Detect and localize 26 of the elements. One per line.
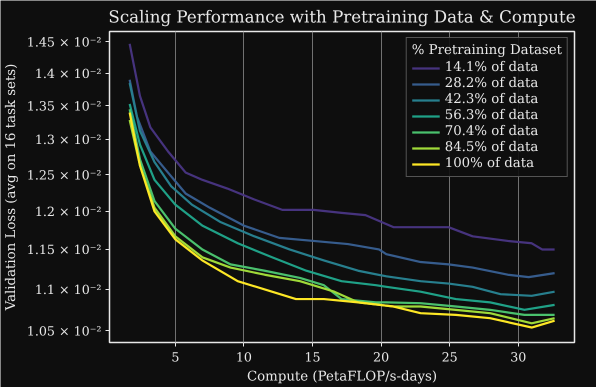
legend-title: % Pretraining Dataset xyxy=(412,43,562,58)
x-tick-label: 10 xyxy=(236,350,252,364)
x-tick-label: 5 xyxy=(171,350,180,364)
y-tick-label: 1.25 × 10⁻² xyxy=(26,167,102,182)
legend-label: 28.2% of data xyxy=(444,76,538,91)
y-tick-label: 1.35 × 10⁻² xyxy=(26,98,102,114)
x-tick-label: 20 xyxy=(373,350,390,364)
legend-label: 84.5% of data xyxy=(444,140,538,155)
chart-title: Scaling Performance with Pretraining Data & Compute xyxy=(108,8,576,26)
y-axis-title: Validation Loss (avg on 16 task sets) xyxy=(4,64,19,312)
y-tick-label: 1.1 × 10⁻² xyxy=(34,282,102,297)
y-tick-label: 1.15 × 10⁻² xyxy=(26,242,102,257)
y-tick-label: 1.4 × 10⁻² xyxy=(34,66,102,81)
legend-label: 100% of data xyxy=(444,156,534,171)
legend-label: 14.1% of data xyxy=(444,60,538,75)
y-tick-label: 1.2 × 10⁻² xyxy=(34,204,102,219)
y-tick-label: 1.45 × 10⁻² xyxy=(26,34,102,50)
x-tick-label: 15 xyxy=(304,350,321,364)
legend-label: 42.3% of data xyxy=(444,92,538,107)
legend-label: 70.4% of data xyxy=(444,124,538,139)
x-tick-label: 25 xyxy=(442,350,458,364)
y-tick-label: 1.05 × 10⁻² xyxy=(26,323,102,338)
legend-label: 56.3% of data xyxy=(444,108,538,123)
y-tick-label: 1.3 × 10⁻² xyxy=(34,132,102,148)
x-tick-label: 30 xyxy=(510,350,526,364)
x-axis-title: Compute (PetaFLOP/s-days) xyxy=(246,370,438,384)
